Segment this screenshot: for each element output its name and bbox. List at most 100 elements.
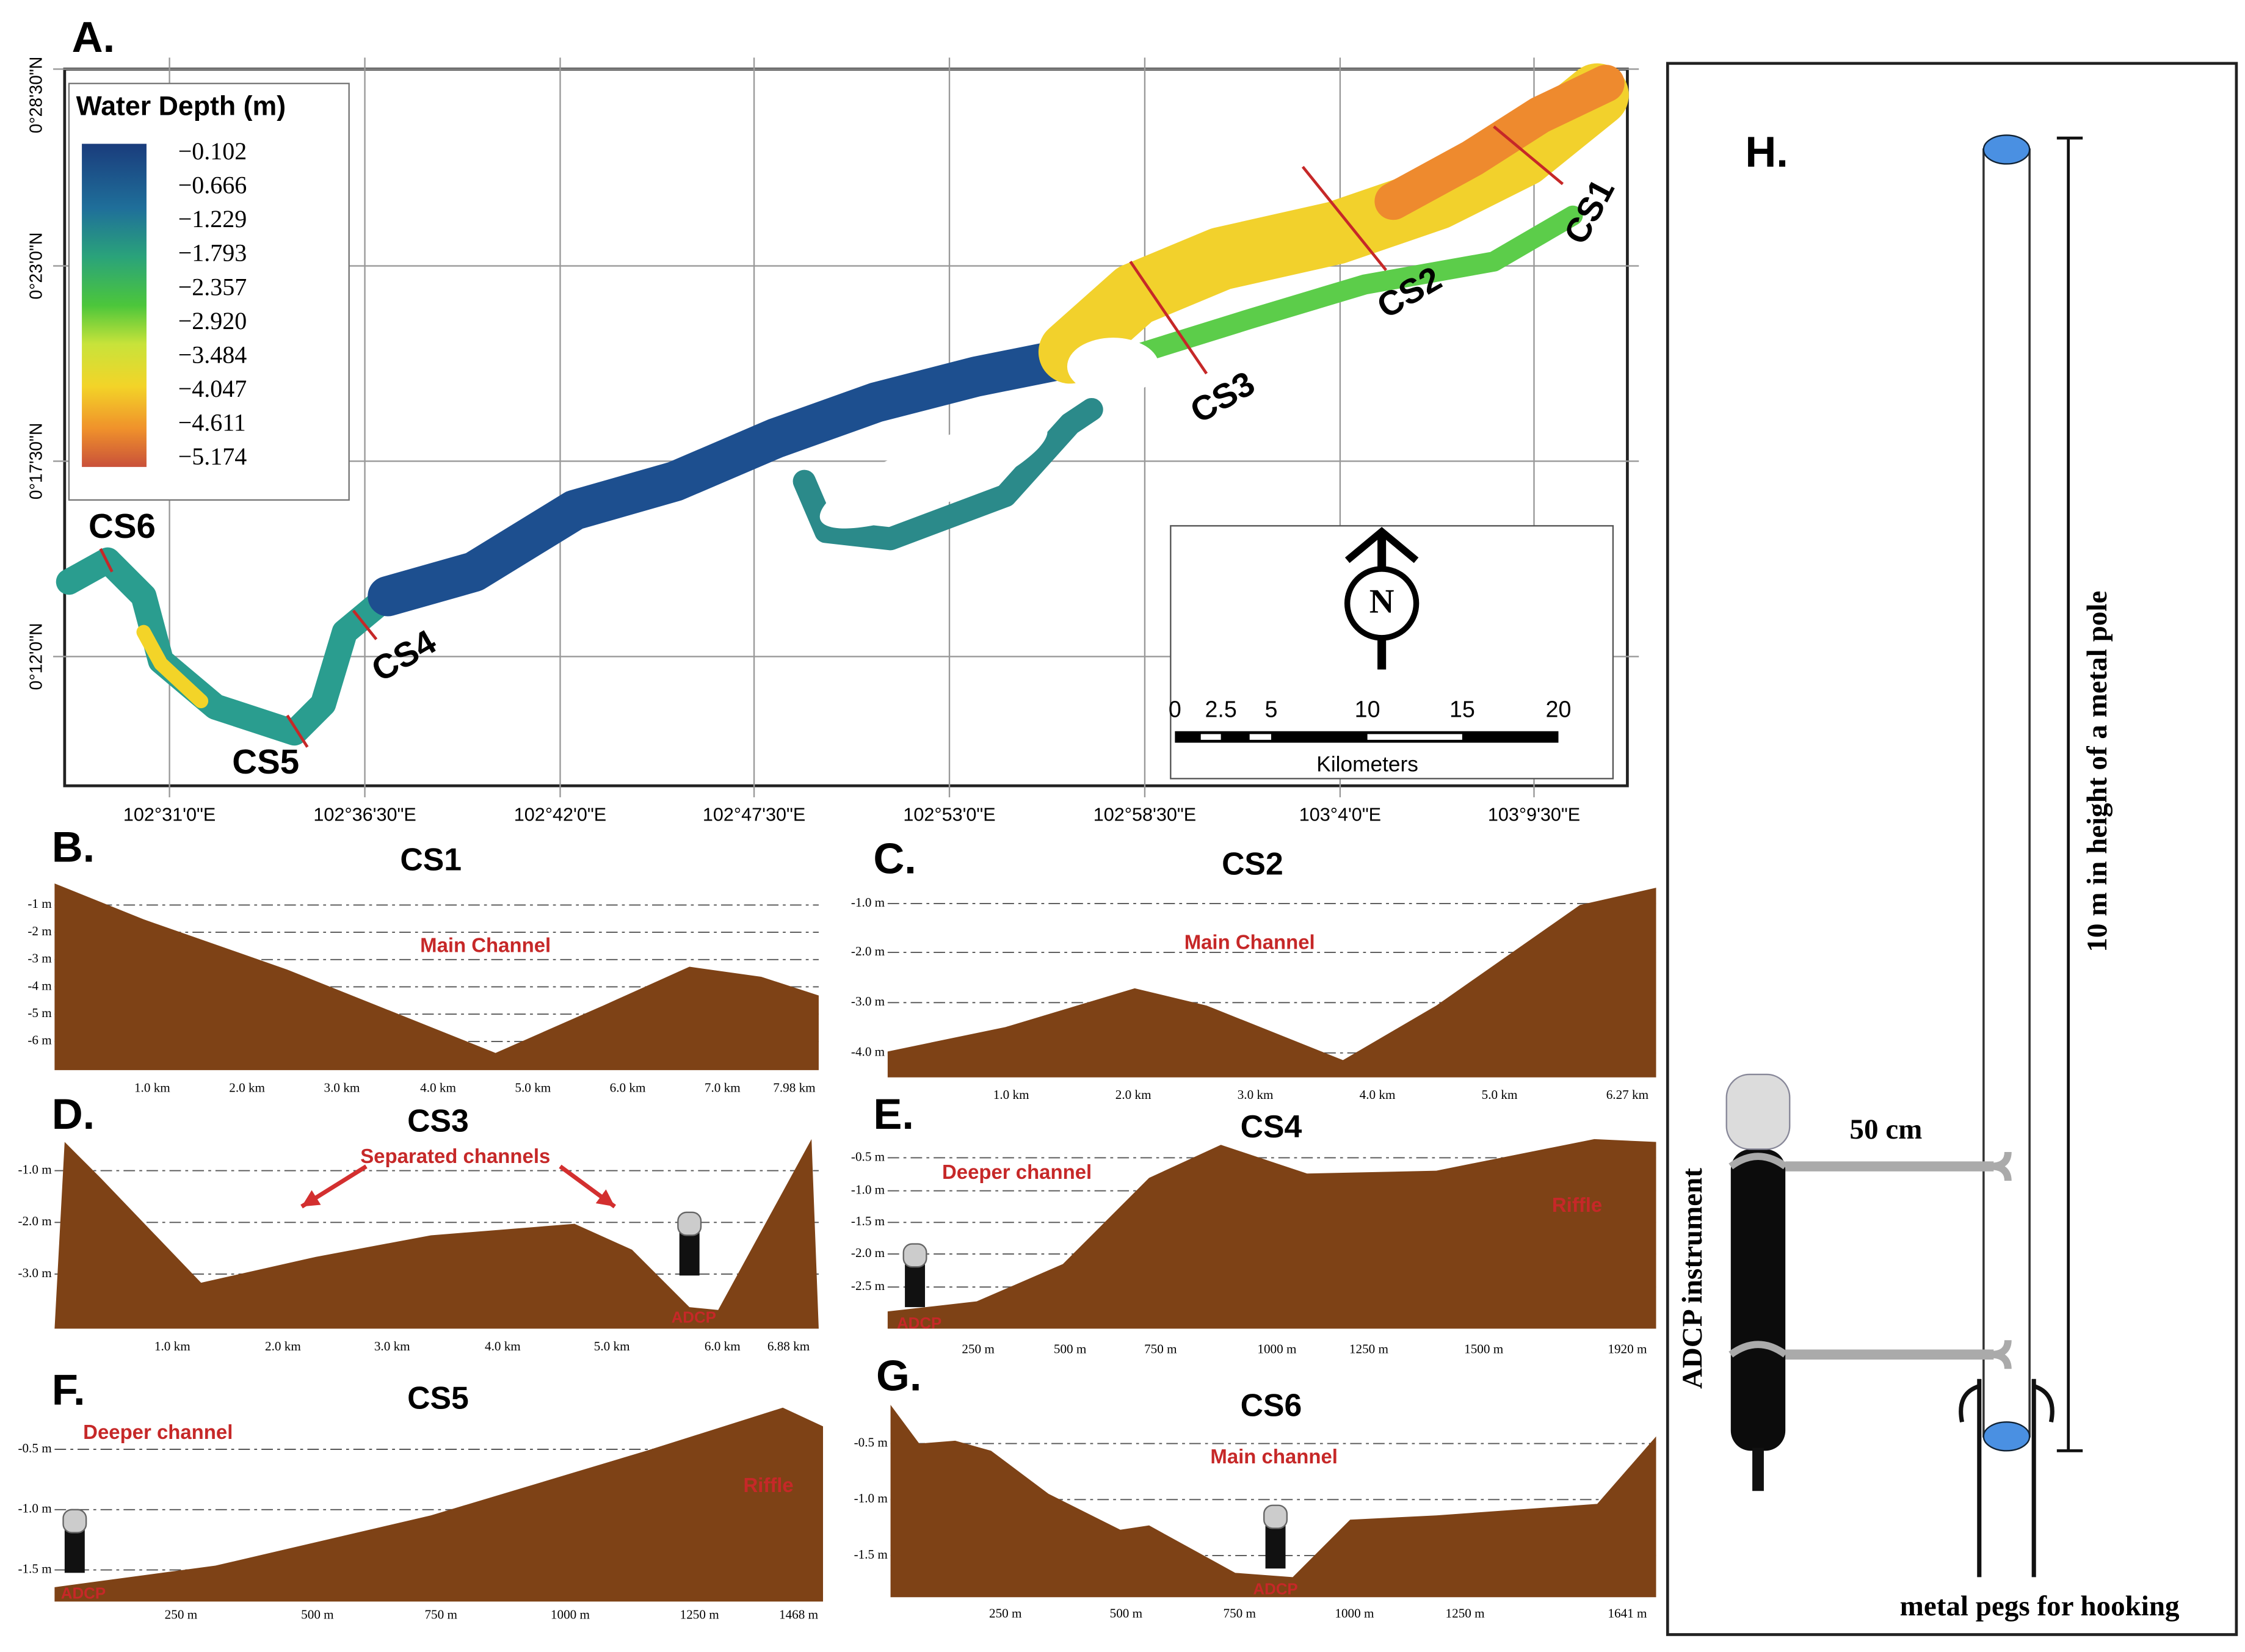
adcp-icon-head (677, 1211, 702, 1236)
panel-label: F. (52, 1366, 85, 1414)
y-tick-label: -3 m (27, 951, 52, 966)
x-tick-label: 2.0 km (229, 1080, 265, 1095)
y-tick-label: -6 m (27, 1033, 52, 1048)
adcp-icon-head (902, 1243, 927, 1268)
cross-section-profile (887, 888, 1656, 1078)
x-tick-label: 7.0 km (705, 1080, 741, 1095)
peg-hook (1959, 1384, 2055, 1422)
annotation: Riffle (743, 1474, 793, 1496)
x-tick-label: 1000 m (1257, 1342, 1297, 1357)
cross-section-profile (887, 1139, 1656, 1329)
scale-tick: 0 (1169, 697, 1181, 722)
y-tick-label: -2.0 m (851, 1245, 885, 1260)
panel-label: G. (876, 1351, 922, 1399)
x-tick-label: 1250 m (1349, 1342, 1389, 1357)
x-tick-label: 1250 m (680, 1607, 720, 1622)
annotation: Main channel (1210, 1445, 1338, 1468)
latitude-label: 0°28'30"N (26, 57, 46, 134)
y-tick-label: -0.5 m (18, 1441, 52, 1455)
y-tick-label: -1.0 m (854, 1491, 888, 1505)
profile-title: CS6 (1241, 1387, 1302, 1422)
profile-title: CS1 (400, 841, 462, 877)
legend-value: −2.357 (178, 273, 247, 300)
annotation: Main Channel (1184, 931, 1315, 954)
section-label: CS6 (89, 507, 156, 545)
longitude-label: 102°47'30"E (703, 805, 805, 825)
device-label: ADCP instrument (1677, 1168, 1708, 1389)
x-tick-label: 4.0 km (1360, 1087, 1396, 1102)
panel-label: D. (52, 1090, 95, 1138)
annotation: Riffle (1552, 1194, 1602, 1216)
section-line (1493, 125, 1564, 186)
annotation: ADCP (897, 1315, 941, 1332)
latitude-label: 0°17'30"N (26, 423, 46, 500)
river (368, 339, 1083, 617)
x-tick-label: 7.98 km (773, 1080, 816, 1095)
x-tick-label: 1500 m (1464, 1342, 1504, 1357)
y-tick-label: -0.5 m (854, 1435, 888, 1449)
panel-label: A. (72, 13, 115, 61)
longitude-label: 102°31'0"E (123, 805, 216, 825)
legend-title: Water Depth (m) (76, 92, 286, 121)
x-tick-label: 5.0 km (515, 1080, 551, 1095)
pole-base (1982, 1421, 2031, 1452)
x-tick-label: 6.0 km (705, 1339, 741, 1353)
arm-length-label: 50 cm (1849, 1114, 1922, 1145)
y-tick-label: -1.0 m (851, 895, 885, 910)
y-tick-label: -1.5 m (851, 1214, 885, 1228)
x-tick-label: 6.27 km (1606, 1087, 1649, 1102)
x-tick-label: 1.0 km (154, 1339, 190, 1353)
y-tick-label: -2.0 m (18, 1214, 52, 1228)
x-tick-label: 500 m (301, 1607, 334, 1622)
y-tick-label: -5 m (27, 1005, 52, 1020)
adcp-tail (1752, 1447, 1764, 1491)
x-tick-label: 1250 m (1446, 1606, 1485, 1620)
scale-tick: 10 (1355, 697, 1380, 722)
x-tick-label: 1000 m (1335, 1606, 1374, 1620)
x-tick-label: 4.0 km (485, 1339, 521, 1353)
adcp-icon (905, 1264, 926, 1308)
scale-bar-segment (1249, 734, 1271, 740)
panel-label: C. (873, 834, 916, 882)
cross-section-profile (890, 1405, 1656, 1598)
x-tick-label: 2.0 km (265, 1339, 301, 1353)
profile-title: CS5 (407, 1380, 469, 1416)
longitude-label: 102°36'30"E (313, 805, 416, 825)
longitude-label: 103°9'30"E (1488, 805, 1580, 825)
river (136, 625, 209, 709)
annotation: ADCP (61, 1585, 106, 1602)
scale-tick: 15 (1449, 697, 1475, 722)
latitude-label: 0°12'0"N (26, 623, 46, 690)
x-tick-label: 250 m (989, 1606, 1022, 1620)
river (56, 547, 401, 746)
x-tick-label: 500 m (1054, 1342, 1087, 1357)
pegs-label: metal pegs for hooking (1900, 1590, 2180, 1622)
north-arrow (1344, 527, 1419, 563)
annotation: Main Channel (420, 933, 551, 956)
arm-hook (1990, 1151, 2012, 1181)
y-tick-label: -0.5 m (851, 1149, 885, 1164)
scale-unit: Kilometers (1316, 753, 1418, 777)
y-tick-label: -4.0 m (851, 1045, 885, 1059)
cross-section-profile (54, 883, 819, 1070)
longitude-label: 102°58'30"E (1093, 805, 1196, 825)
adcp-body (1730, 1149, 1786, 1451)
y-tick-label: -1.0 m (851, 1182, 885, 1197)
y-tick-label: -1 m (27, 896, 52, 911)
cross-section-profile (54, 1139, 819, 1329)
adcp-icon-head (62, 1509, 87, 1534)
panel-label: B. (52, 823, 95, 871)
arm-hook (1990, 1339, 2012, 1369)
section-line (286, 714, 309, 748)
x-tick-label: 6.0 km (610, 1080, 646, 1095)
adcp-icon-head (1263, 1504, 1288, 1529)
x-tick-label: 1468 m (779, 1607, 819, 1622)
river (792, 397, 1103, 551)
y-tick-label: -2 m (27, 924, 52, 938)
x-tick-label: 3.0 km (374, 1339, 410, 1353)
x-tick-label: 750 m (1144, 1342, 1177, 1357)
x-tick-label: 5.0 km (594, 1339, 630, 1353)
y-tick-label: -1.5 m (18, 1561, 52, 1576)
scale-tick: 20 (1546, 697, 1572, 722)
adcp-clamp (1728, 1153, 1788, 1358)
